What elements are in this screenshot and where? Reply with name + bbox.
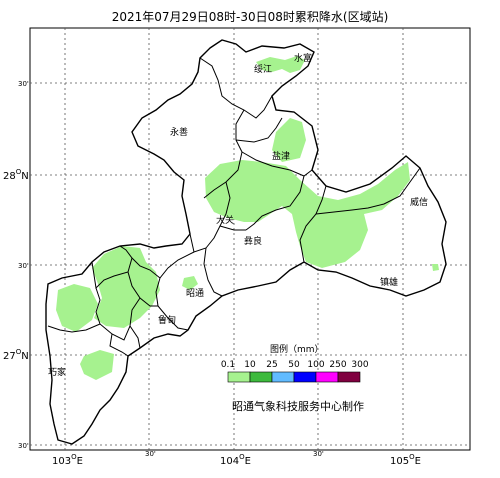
place-labels: 绥江 水富 永善 盐津 大关 彝良 威信 昭通 镇雄 鲁甸 巧家 xyxy=(48,52,428,378)
legend-label-1: 10 xyxy=(244,360,256,370)
legend-swatches xyxy=(227,371,361,383)
legend-title: 图例（mm） xyxy=(270,343,324,355)
lon-tick-105: 105OE xyxy=(390,453,421,467)
legend-swatch-3 xyxy=(293,371,317,383)
county-boundaries xyxy=(47,57,421,357)
map-title: 2021年07月29日08时-30日08时累积降水(区域站) xyxy=(111,10,389,24)
legend-label-3: 50 xyxy=(288,360,300,370)
lat-tick-27-30: 30' xyxy=(18,262,29,270)
place-zhaotong: 昭通 xyxy=(186,288,204,299)
longitude-ticks: 103OE 30' 104OE 30' 105OE xyxy=(52,450,421,467)
legend-swatch-0 xyxy=(227,371,251,383)
lat-tick-28-30: 30' xyxy=(18,80,29,88)
legend: 图例（mm） 0.1 10 25 50 100 250 300 xyxy=(221,343,369,383)
legend-swatch-1 xyxy=(249,371,273,383)
place-daguan: 大关 xyxy=(216,214,234,226)
legend-label-4: 100 xyxy=(307,360,324,370)
legend-label-6: 300 xyxy=(351,360,368,370)
lon-tick-103-30: 30' xyxy=(145,450,156,458)
legend-label-0: 0.1 xyxy=(221,360,235,370)
place-weixin: 威信 xyxy=(410,196,428,208)
region-boundary xyxy=(45,39,447,445)
place-yongshan: 永善 xyxy=(170,126,188,138)
producer-credit: 昭通气象科技服务中心制作 xyxy=(232,399,364,413)
legend-label-5: 250 xyxy=(329,360,346,370)
lat-tick-28: 28ON xyxy=(3,168,29,182)
place-zhenxiong: 镇雄 xyxy=(380,276,398,288)
rainfall-areas xyxy=(56,56,439,380)
place-qiaojia: 巧家 xyxy=(48,366,66,378)
place-yiliang: 彝良 xyxy=(244,235,262,247)
latitude-ticks: 30' 28ON 30' 27ON 30' xyxy=(3,80,29,450)
lat-tick-26-30: 30' xyxy=(18,442,29,450)
lon-tick-104-30: 30' xyxy=(313,450,324,458)
place-ludian: 鲁甸 xyxy=(158,314,176,326)
place-yanjin: 盐津 xyxy=(272,150,290,162)
lon-tick-103: 103OE xyxy=(52,453,83,467)
lat-tick-27: 27ON xyxy=(3,348,29,362)
lon-tick-104: 104OE xyxy=(220,453,251,467)
place-suijiang: 绥江 xyxy=(254,64,272,75)
legend-label-2: 25 xyxy=(266,360,277,370)
legend-labels: 0.1 10 25 50 100 250 300 xyxy=(221,360,369,370)
legend-swatch-4 xyxy=(315,371,339,383)
legend-swatch-2 xyxy=(271,371,295,383)
place-shuifu: 水富 xyxy=(294,52,312,64)
legend-swatch-5 xyxy=(337,371,361,383)
